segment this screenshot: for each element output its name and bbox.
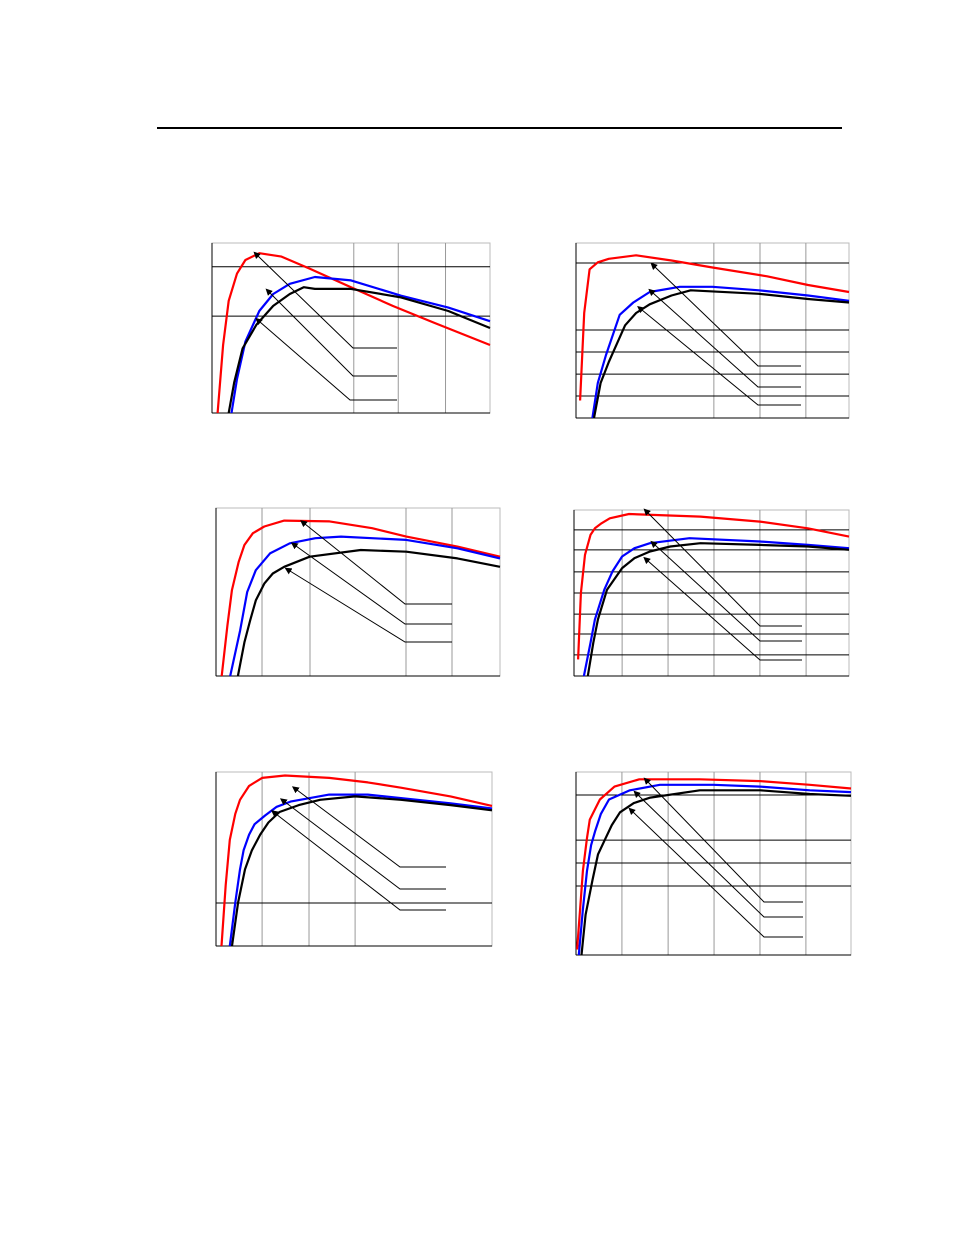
curve bbox=[230, 795, 493, 947]
leader-arrow bbox=[279, 798, 446, 890]
curve bbox=[228, 793, 493, 947]
leader-arrow bbox=[284, 567, 452, 643]
curve bbox=[220, 519, 501, 677]
curve bbox=[576, 778, 852, 950]
leader-arrow bbox=[300, 520, 452, 605]
curve bbox=[236, 548, 501, 677]
leader-arrow bbox=[291, 786, 446, 868]
curve bbox=[230, 275, 491, 414]
leader-arrow bbox=[643, 556, 802, 661]
leader-arrow bbox=[637, 306, 801, 406]
leader-arrow bbox=[650, 262, 801, 367]
plot-frame bbox=[215, 771, 493, 947]
curve bbox=[586, 542, 850, 677]
leader-arrow bbox=[643, 777, 803, 903]
leader-arrow bbox=[253, 251, 397, 349]
curve bbox=[580, 789, 852, 956]
leader-arrow bbox=[265, 288, 397, 377]
curve bbox=[577, 783, 852, 956]
leader-arrow bbox=[628, 807, 803, 938]
plot-frame bbox=[575, 242, 850, 419]
curve bbox=[227, 286, 491, 414]
curve bbox=[220, 774, 493, 947]
leader-arrow bbox=[271, 810, 446, 911]
curve bbox=[229, 535, 501, 677]
curve bbox=[577, 512, 850, 660]
leader-arrow bbox=[650, 540, 802, 642]
leader-arrow bbox=[643, 508, 802, 627]
leader-arrow bbox=[255, 317, 397, 401]
leader-arrow bbox=[290, 542, 452, 625]
leader-arrow bbox=[633, 790, 803, 918]
curve bbox=[579, 254, 850, 401]
curve bbox=[216, 252, 491, 414]
plot-frame bbox=[575, 771, 852, 956]
plot-frame bbox=[215, 507, 501, 677]
leader-arrow bbox=[648, 288, 801, 388]
curve bbox=[582, 537, 850, 677]
